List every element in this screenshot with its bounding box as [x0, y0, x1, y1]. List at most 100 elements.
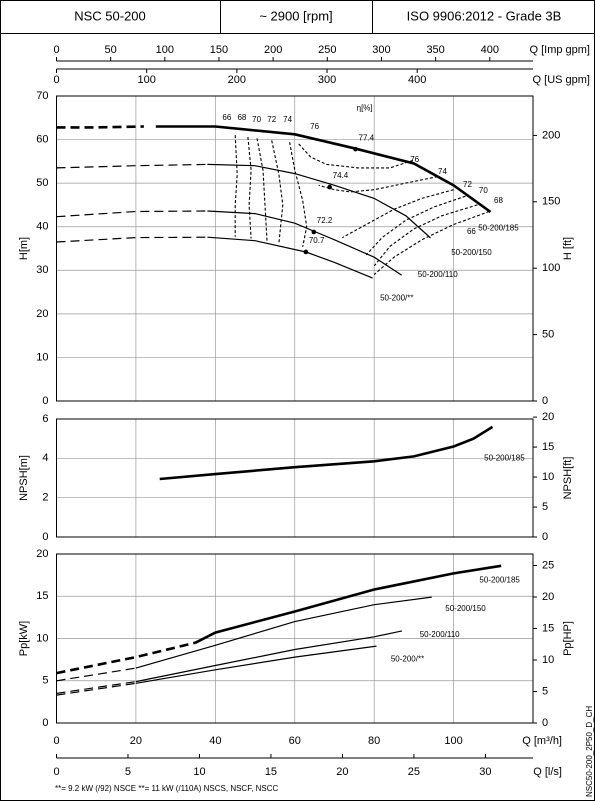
- y2-tick-label: 15: [542, 622, 554, 634]
- curve: [373, 210, 490, 276]
- curve: [247, 136, 252, 239]
- y-tick-label: 0: [42, 717, 48, 729]
- x-tick-label: 350: [426, 44, 444, 56]
- footnote: **= 9.2 kW (/92) NSCE **= 11 kW (/110A) …: [55, 784, 279, 793]
- y-axis-title: NPSH[m]: [18, 455, 30, 501]
- curve: [56, 667, 136, 682]
- x-tick-label: 20: [336, 766, 348, 778]
- x-tick-label: 400: [408, 74, 426, 86]
- y2-tick-label: 0: [542, 531, 548, 543]
- efficiency-label: 72.2: [317, 216, 333, 225]
- annotation: 74: [438, 167, 447, 176]
- axis-title: Q [US gpm]: [533, 74, 590, 86]
- annotation: 76: [410, 155, 419, 164]
- curve: [56, 681, 136, 694]
- y-tick-label: 30: [36, 264, 48, 276]
- y2-tick-label: 25: [542, 559, 554, 571]
- curve: [234, 135, 238, 237]
- y-tick-label: 0: [42, 395, 48, 407]
- y-tick-label: 5: [42, 675, 48, 687]
- y2-tick-label: 5: [542, 685, 548, 697]
- curve: [207, 163, 432, 239]
- x-tick-label: 20: [130, 735, 142, 747]
- annotation: 66: [222, 113, 231, 122]
- y-tick-label: 60: [36, 133, 48, 145]
- y2-tick-label: 200: [542, 129, 560, 141]
- document-code: NSC50-200_2P50_D_CH: [585, 706, 594, 797]
- annotation: 50-200/185: [479, 575, 520, 584]
- x-tick-label: 200: [228, 74, 246, 86]
- curve: [194, 564, 502, 644]
- annotation: 68: [494, 196, 503, 205]
- annotation: 76: [310, 122, 319, 131]
- x-tick-label: 100: [137, 74, 155, 86]
- annotation: 50-200/150: [451, 248, 492, 257]
- y-axis-title: H[m]: [18, 237, 30, 260]
- y2-axis-title: NPSH[ft]: [562, 457, 574, 500]
- x-tick-label: 60: [289, 735, 301, 747]
- curve: [135, 645, 377, 684]
- y2-tick-label: 10: [542, 471, 554, 483]
- y2-tick-label: 20: [542, 591, 554, 603]
- annotation: 68: [237, 113, 246, 122]
- efficiency-point: [353, 146, 358, 152]
- y-tick-label: 70: [36, 90, 48, 102]
- efficiency-label: 70.7: [309, 236, 325, 245]
- curve: [342, 189, 454, 239]
- curve: [56, 163, 208, 169]
- curve: [365, 195, 466, 256]
- x-tick-label: 100: [444, 735, 462, 747]
- x-tick-label: 100: [156, 44, 174, 56]
- curve: [159, 425, 494, 481]
- axis-title: Q [Imp gpm]: [529, 44, 590, 56]
- y-tick-label: 4: [42, 452, 48, 464]
- y2-axis-title: H [ft]: [562, 237, 574, 260]
- curve: [56, 236, 208, 243]
- plot-frame: [56, 553, 534, 724]
- y-tick-label: 20: [36, 308, 48, 320]
- y-tick-label: 40: [36, 221, 48, 233]
- y2-tick-label: 150: [542, 196, 560, 208]
- plot-frame: [56, 95, 534, 402]
- x-tick-label: 250: [318, 44, 336, 56]
- y-axis-title: Pp[kW]: [18, 621, 30, 656]
- annotation: 72: [463, 180, 472, 189]
- efficiency-label: 77.4: [359, 133, 375, 142]
- y-tick-label: 2: [42, 492, 48, 504]
- y-tick-label: 20: [36, 548, 48, 560]
- y-tick-label: 6: [42, 413, 48, 425]
- y-tick-label: 0: [42, 531, 48, 543]
- annotation: 50-200/185: [484, 453, 525, 462]
- annotation: 50-200/**: [391, 655, 424, 664]
- curve: [256, 138, 268, 241]
- annotation: 50-200/**: [380, 293, 413, 302]
- y2-tick-label: 50: [542, 329, 554, 341]
- x-tick-label: 40: [209, 735, 221, 747]
- x-axis-title: Q [m³/h]: [522, 735, 562, 747]
- curve: [56, 682, 136, 696]
- x-tick-label: 150: [210, 44, 228, 56]
- x-tick-label: 300: [318, 74, 336, 86]
- efficiency-point: [303, 249, 309, 255]
- y-tick-label: 15: [36, 590, 48, 602]
- x-tick-label: 0: [53, 766, 59, 778]
- curve: [135, 596, 432, 669]
- x-tick-label: 0: [53, 735, 59, 747]
- x-tick-label: 30: [479, 766, 491, 778]
- curve: [289, 142, 308, 247]
- annotation: 50-200/110: [418, 270, 458, 279]
- curve: [271, 140, 284, 244]
- curve: [135, 630, 403, 683]
- annotation: 70: [252, 115, 261, 124]
- x-tick-label: 15: [265, 766, 277, 778]
- annotation: 50-200/110: [420, 630, 460, 639]
- x-tick-label: 5: [125, 766, 131, 778]
- y2-tick-label: 15: [542, 441, 554, 453]
- efficiency-point: [311, 229, 317, 235]
- model: NSC 50-200: [74, 8, 146, 23]
- x-tick-label: 200: [264, 44, 282, 56]
- curve: [56, 125, 144, 129]
- x-tick-label: 400: [481, 44, 499, 56]
- curve: [373, 204, 478, 267]
